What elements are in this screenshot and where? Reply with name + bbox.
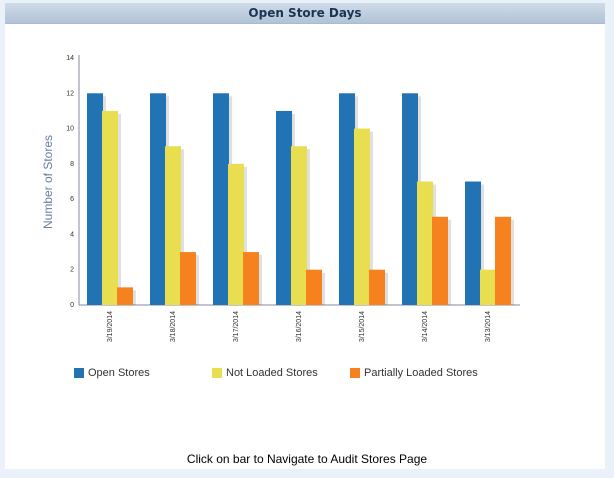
y-tick-label: 6 [70, 196, 74, 203]
y-tick-label: 10 [66, 126, 74, 133]
bar[interactable] [291, 146, 307, 305]
bar[interactable] [243, 252, 259, 305]
bar[interactable] [432, 216, 448, 305]
bar[interactable] [117, 287, 133, 305]
y-axis-label: Number of Stores [41, 135, 55, 229]
bar[interactable] [495, 216, 511, 305]
x-tick-label: 3/18/2014 [170, 311, 177, 342]
legend-item-partially-loaded-stores[interactable]: Partially Loaded Stores [350, 367, 478, 379]
legend-item-open-stores[interactable]: Open Stores [74, 367, 150, 379]
x-tick-label: 3/16/2014 [296, 311, 303, 342]
bar[interactable] [369, 269, 385, 305]
legend-item-not-loaded-stores[interactable]: Not Loaded Stores [212, 367, 318, 379]
y-tick-label: 14 [66, 55, 74, 62]
bar[interactable] [87, 93, 103, 306]
legend-label: Open Stores [88, 367, 150, 379]
x-tick-label: 3/19/2014 [107, 311, 114, 342]
x-tick-label: 3/17/2014 [233, 311, 240, 342]
legend-swatch [350, 368, 360, 378]
y-tick-label: 8 [70, 161, 74, 168]
legend-label: Partially Loaded Stores [364, 367, 478, 379]
bar[interactable] [228, 163, 244, 305]
footer-hint: Click on bar to Navigate to Audit Stores… [186, 452, 428, 466]
bar[interactable] [402, 93, 418, 306]
legend-label: Not Loaded Stores [226, 367, 318, 379]
legend-swatch [74, 368, 84, 378]
bar[interactable] [306, 269, 322, 305]
bar[interactable] [417, 181, 433, 306]
bar[interactable] [480, 269, 496, 305]
y-tick-label: 0 [70, 302, 74, 309]
bar[interactable] [180, 252, 196, 305]
legend-swatch [212, 368, 222, 378]
y-tick-label: 12 [66, 90, 74, 97]
bar[interactable] [354, 128, 370, 305]
bar[interactable] [165, 146, 181, 305]
x-tick-label: 3/15/2014 [359, 311, 366, 342]
y-tick-label: 2 [70, 267, 74, 274]
y-tick-label: 4 [70, 231, 74, 238]
bar[interactable] [465, 181, 481, 306]
bar[interactable] [102, 110, 118, 305]
bar[interactable] [276, 110, 292, 305]
x-tick-label: 3/13/2014 [485, 311, 492, 342]
x-tick-label: 3/14/2014 [422, 311, 429, 342]
bar[interactable] [339, 93, 355, 306]
panel-title: Open Store Days [5, 3, 605, 24]
bar[interactable] [213, 93, 229, 306]
bar[interactable] [150, 93, 166, 306]
